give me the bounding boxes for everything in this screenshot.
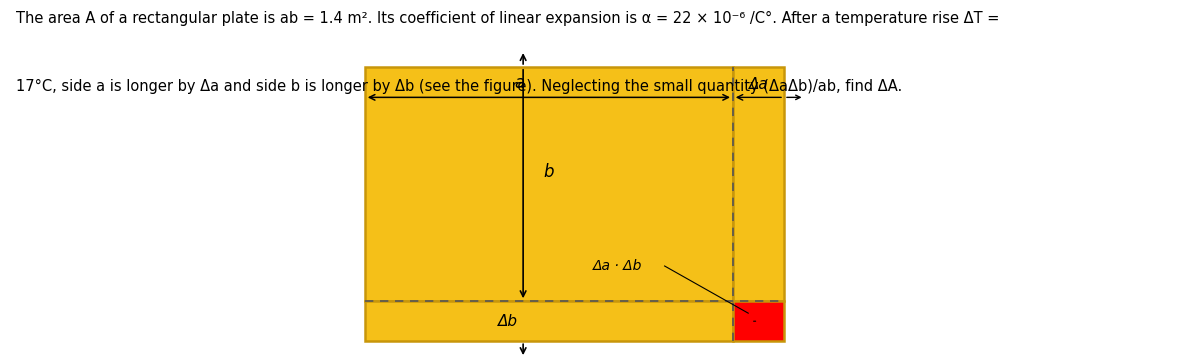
Bar	[365, 67, 733, 301]
Bar	[733, 301, 784, 341]
Text: 17°C, side a is longer by Δa and side b is longer by Δb (see the figure). Neglec: 17°C, side a is longer by Δa and side b …	[16, 79, 902, 94]
Text: a: a	[515, 74, 524, 92]
Text: The area A of a rectangular plate is ab = 1.4 m². Its coefficient of linear expa: The area A of a rectangular plate is ab …	[16, 11, 998, 26]
Text: Δb: Δb	[498, 314, 517, 329]
Bar	[733, 67, 784, 301]
Text: Δa · Δb: Δa · Δb	[593, 259, 642, 273]
Text: Δa: Δa	[749, 77, 768, 92]
Bar	[365, 301, 733, 341]
Text: b: b	[544, 163, 554, 181]
